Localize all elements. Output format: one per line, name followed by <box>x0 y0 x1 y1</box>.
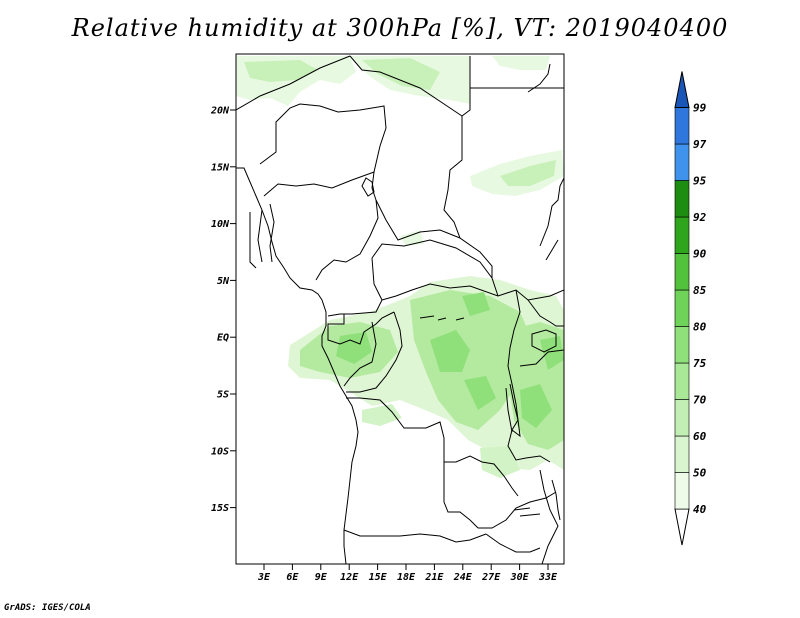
border-mozambique <box>539 469 559 564</box>
humidity-patch-central-north <box>400 230 424 246</box>
lon-tick-label: 6E <box>286 572 299 583</box>
plot-title: Relative humidity at 300hPa [%], VT: 201… <box>71 14 729 42</box>
border-congo-drc <box>346 311 403 393</box>
border-mali-niger <box>259 103 387 173</box>
lat-tick-label: 10N <box>211 219 230 230</box>
colorbar-level-label: 40 <box>693 503 707 516</box>
border-benin-togo <box>249 209 263 269</box>
colorbar-segment <box>674 180 690 218</box>
lat-tick-label: 15S <box>211 503 229 514</box>
coastlines-borders <box>236 55 564 564</box>
lon-tick-label: 18E <box>397 572 416 583</box>
lat-tick-label: 5S <box>217 390 229 401</box>
lat-tick-label: EQ <box>217 333 229 344</box>
border-congo-west <box>327 311 395 345</box>
border-car-south <box>371 239 499 297</box>
border-libya-sudan <box>447 56 471 191</box>
lon-tick-label: 15E <box>369 572 388 583</box>
lat-tick-label: 10S <box>211 446 229 457</box>
border-sudan-south <box>539 177 564 247</box>
colorbar-level-label: 90 <box>693 248 707 261</box>
map-frame <box>235 53 565 565</box>
humidity-patch-core-2 <box>336 332 372 364</box>
humidity-patch-angola <box>362 404 402 426</box>
lake-victoria <box>531 329 557 353</box>
border-nigeria-east <box>315 199 379 281</box>
colorbar-segment <box>674 143 690 181</box>
lake-tanganyika <box>505 383 521 438</box>
humidity-patch-north-central-inner <box>362 58 440 90</box>
lon-tick-label: 21E <box>424 572 444 583</box>
colorbar-level-label: 92 <box>693 211 707 224</box>
credit-label: GrADS: IGES/COLA <box>4 603 91 613</box>
colorbar-level-label: 60 <box>693 430 707 443</box>
humidity-patch-north-east <box>492 56 550 70</box>
border-angola-zambia <box>443 462 479 529</box>
colorbar-level-label: 75 <box>693 357 707 370</box>
colorbar-level-label: 97 <box>693 138 707 151</box>
lake-malawi <box>551 479 561 521</box>
humidity-patch-core-1 <box>430 330 470 372</box>
colorbar-segment <box>674 399 690 437</box>
border-congo-car <box>381 283 564 301</box>
lon-tick-label: 3E <box>257 572 271 583</box>
colorbar-segment <box>674 362 690 400</box>
colorbar-segment <box>674 216 690 254</box>
humidity-patch-core-4 <box>520 384 552 428</box>
colorbar-segment <box>674 289 690 327</box>
colorbar-level-label: 70 <box>693 394 707 407</box>
colorbar-over-triangle <box>674 71 690 108</box>
lat-tick-label: 15N <box>211 162 230 173</box>
border-mauritania-mali <box>236 55 351 111</box>
border-gabon-congo <box>343 321 377 387</box>
humidity-patch-north-west-inner <box>244 60 318 82</box>
colorbar-segment <box>674 326 690 364</box>
humidity-patch-sudan-inner <box>500 160 556 186</box>
colorbar: 40 50 60 70 75 80 85 90 92 95 97 99 <box>674 71 707 546</box>
river-congo-segment <box>419 315 465 321</box>
humidity-patch-south <box>480 446 520 478</box>
colorbar-level-label: 80 <box>693 321 707 334</box>
lon-tick-label: 30E <box>510 572 530 583</box>
lon-tick-label: 9E <box>315 572 328 583</box>
border-tanzania <box>519 349 564 367</box>
colorbar-segment <box>674 253 690 291</box>
border-algeria-niger <box>349 55 463 117</box>
lat-tick-label: 5N <box>217 276 230 287</box>
border-drc-angola <box>346 397 519 497</box>
colorbar-level-label: 95 <box>693 175 707 188</box>
humidity-field <box>236 56 564 478</box>
border-east-lakes <box>507 289 551 463</box>
border-angola-namibia <box>343 529 487 543</box>
colorbar-segment <box>674 472 690 510</box>
colorbar-segment <box>674 435 690 473</box>
humidity-patch-congo-central <box>410 290 532 430</box>
border-zambia-south <box>485 533 541 553</box>
red-sea-coast <box>527 63 559 261</box>
humidity-patch-core-6 <box>540 336 564 370</box>
lon-tick-label: 27E <box>481 572 501 583</box>
lat-tick-label: 20N <box>210 106 230 117</box>
lon-tick-label: 24E <box>453 572 473 583</box>
border-cameroon <box>327 257 383 317</box>
river-east-segment <box>513 507 541 517</box>
colorbar-under-triangle <box>674 508 690 546</box>
latitude-axis: 20N 15N 10N 5N EQ 5S 10S 15S <box>210 106 236 514</box>
colorbar-level-label: 50 <box>693 467 707 480</box>
border-chad-car <box>375 199 461 241</box>
lon-tick-label: 12E <box>340 572 359 583</box>
border-uganda-kenya <box>527 299 564 327</box>
colorbar-level-label: 99 <box>693 102 707 115</box>
humidity-patch-core-5 <box>464 376 496 410</box>
colorbar-level-label: 85 <box>693 284 707 297</box>
coastline-west-africa <box>236 167 359 564</box>
humidity-patch-core-3 <box>462 292 490 316</box>
border-niger-south <box>263 171 377 201</box>
longitude-axis: 3E 6E 9E 12E 15E 18E 21E 24E 27E 30E 33E <box>257 564 558 583</box>
lon-tick-label: 33E <box>538 572 558 583</box>
lake-chad <box>361 177 375 197</box>
colorbar-segment <box>674 107 690 145</box>
border-nigeria-west <box>269 203 275 263</box>
